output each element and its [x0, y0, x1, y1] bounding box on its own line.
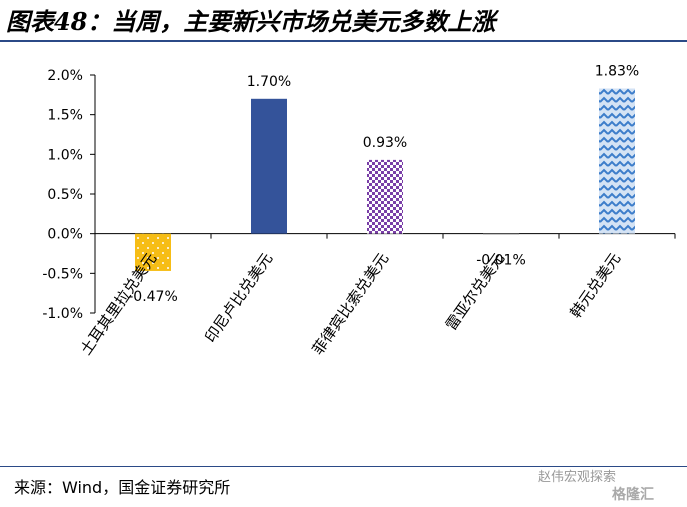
bar: [135, 233, 171, 271]
y-tick-label: 0.0%: [47, 227, 83, 243]
y-tick-label: 1.0%: [47, 147, 83, 163]
bar: [367, 159, 403, 234]
bar: [599, 88, 635, 234]
category-label: 菲律宾比索兑美元: [309, 250, 393, 359]
y-tick-label: 2.0%: [47, 68, 83, 84]
watermark-logo-text: 格隆汇: [612, 487, 654, 503]
source-note: 来源：Wind，国金证券研究所: [14, 478, 231, 497]
data-label: 0.93%: [363, 135, 407, 151]
title-rule: [0, 40, 687, 42]
data-label: -0.01%: [476, 252, 526, 268]
y-tick-label: 1.5%: [47, 108, 83, 124]
category-label: 雷亚尔兑美元: [442, 250, 508, 334]
y-tick-label: -1.0%: [42, 306, 83, 322]
data-label: -0.47%: [128, 289, 178, 305]
chart-title: 图表48：当周，主要新兴市场兑美元多数上涨: [6, 7, 496, 36]
bar: [251, 98, 287, 234]
category-label: 韩元兑美元: [567, 250, 625, 322]
bar-chart: 2.0%1.5%1.0%0.5%0.0%-0.5%-1.0% -0.47%土耳其…: [42, 63, 676, 359]
bar: [483, 233, 519, 235]
watermark-text: 赵伟宏观探索: [538, 470, 617, 485]
footer-rule: [0, 466, 687, 467]
data-label: 1.70%: [247, 74, 291, 90]
y-tick-label: -0.5%: [42, 266, 83, 282]
y-tick-label: 0.5%: [47, 187, 83, 203]
data-label: 1.83%: [595, 63, 639, 79]
category-label: 印尼卢比兑美元: [201, 250, 276, 346]
